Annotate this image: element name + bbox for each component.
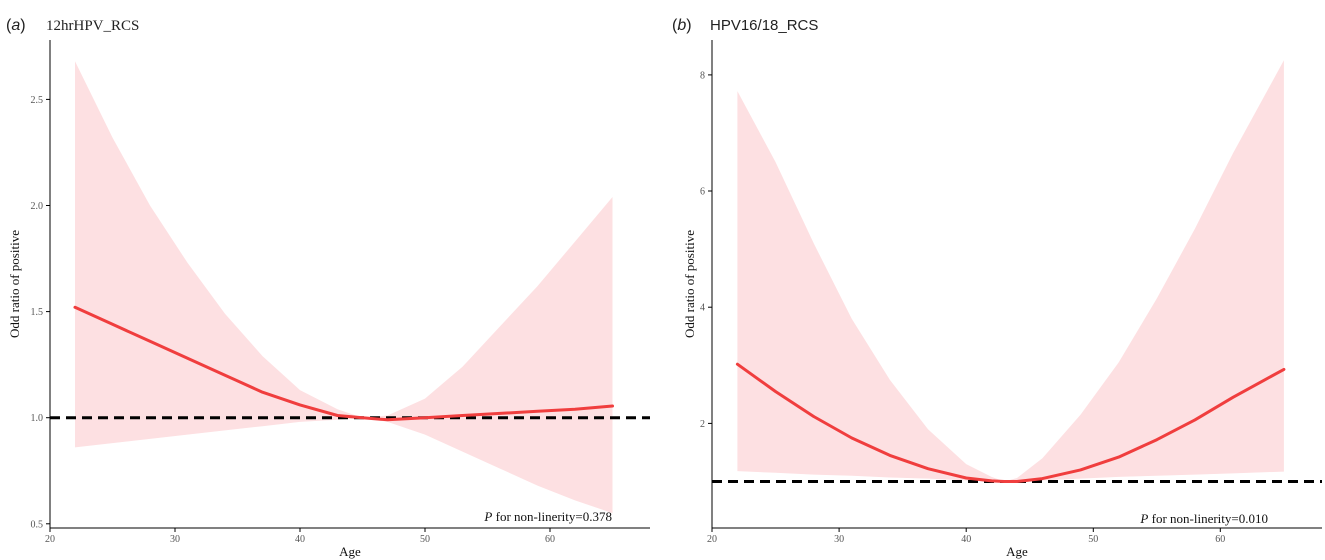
panel-b-x-ticks: 20 30 40 50 60: [707, 528, 1225, 545]
x-tick-label: 20: [707, 534, 717, 545]
x-tick-label: 40: [295, 534, 305, 545]
panel-a: (a) 12hrHPV_RCS 20 30 40 50 60 0.5 1.0 1.5 2.0 2…: [6, 17, 650, 559]
y-tick-label: 0.5: [31, 519, 44, 530]
y-tick-label: 6: [700, 187, 705, 198]
x-tick-label: 20: [45, 534, 55, 545]
curve-point: [1041, 477, 1044, 480]
panel-b-y-ticks: 2 4 6 8: [700, 70, 712, 430]
panel-b-annotation: P for non-linerity=0.010: [1139, 511, 1268, 526]
panel-a-label: (a): [6, 17, 26, 34]
curve-point: [361, 416, 364, 419]
curve-point: [1193, 418, 1197, 422]
panel-b-y-axis-label: Odd ratio of positive: [682, 230, 697, 338]
odds-ratio-curve: [73, 305, 614, 422]
curve-point: [611, 404, 614, 408]
x-tick-label: 30: [170, 534, 180, 545]
panel-a-y-axis-label: Odd ratio of positive: [7, 230, 22, 338]
curve-point: [1079, 468, 1082, 472]
x-tick-label: 30: [834, 534, 844, 545]
curve-point: [736, 363, 739, 366]
confidence-band: [737, 60, 1284, 482]
curve-point: [1155, 438, 1159, 441]
curve-point: [261, 391, 264, 394]
curve-point: [386, 418, 389, 421]
curve-point: [73, 306, 77, 309]
curve-point: [1282, 368, 1286, 371]
y-tick-label: 1.0: [31, 413, 44, 424]
panel-a-annotation: P for non-linerity=0.378: [483, 509, 612, 524]
curve-point: [850, 436, 853, 440]
panel-b-title: HPV16/18_RCS: [710, 17, 818, 34]
curve-point: [965, 476, 968, 480]
x-tick-label: 60: [545, 534, 555, 545]
curve-point: [148, 340, 152, 343]
x-tick-label: 50: [1088, 534, 1098, 545]
y-tick-label: 4: [700, 303, 705, 314]
curve-point: [1117, 455, 1120, 459]
panel-a-x-ticks: 20 30 40 50 60: [45, 528, 555, 545]
panel-a-y-ticks: 0.5 1.0 1.5 2.0 2.5: [31, 95, 50, 530]
y-tick-label: 2.0: [31, 201, 44, 212]
panel-a-title: 12hrHPV_RCS: [46, 18, 139, 34]
curve-point: [573, 408, 577, 411]
curve-point: [774, 390, 777, 393]
curve-point: [1003, 480, 1006, 483]
panel-a-plot-area: [50, 61, 650, 514]
panel-b-label: (b): [672, 17, 692, 34]
curve-point: [461, 414, 464, 417]
panel-b: (b) HPV16/18_RCS 20 30 40 50 60 2 4 6 8 Age Odd…: [672, 17, 1322, 559]
y-tick-label: 2.5: [31, 95, 44, 106]
curve-point: [186, 357, 189, 360]
x-tick-label: 60: [1215, 534, 1225, 545]
panel-a-x-axis-label: Age: [339, 544, 361, 559]
confidence-band: [75, 61, 613, 514]
panel-b-plot-area: [712, 60, 1322, 483]
curve-point: [336, 414, 339, 417]
x-tick-label: 40: [961, 534, 971, 545]
curve-point: [990, 479, 993, 483]
curve-point: [498, 412, 502, 415]
y-tick-label: 8: [700, 70, 705, 81]
curve-point: [223, 374, 227, 377]
curve-point: [536, 410, 539, 413]
curve-point: [926, 467, 930, 470]
y-tick-label: 2: [700, 419, 705, 430]
curve-point: [888, 454, 892, 457]
curve-point: [423, 416, 427, 419]
panel-b-x-axis-label: Age: [1006, 544, 1028, 559]
curve-point: [298, 403, 302, 407]
y-tick-label: 1.5: [31, 307, 44, 318]
curve-point: [1231, 396, 1235, 399]
curve-point: [1015, 480, 1019, 483]
curve-point: [111, 323, 114, 326]
curve-point: [812, 415, 815, 418]
x-tick-label: 50: [420, 534, 430, 545]
